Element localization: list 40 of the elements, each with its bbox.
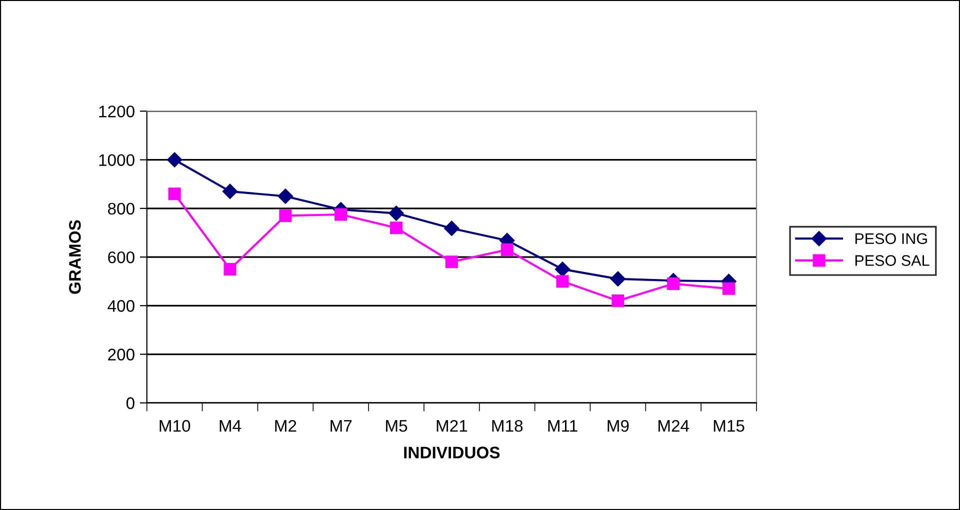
point: [610, 271, 626, 286]
point: [278, 188, 293, 204]
y-axis-title: GRAMOS: [69, 220, 81, 294]
point: [390, 222, 403, 234]
legend-label: PESO SAL: [855, 255, 930, 266]
y-tick-label: 400: [108, 300, 134, 312]
y-tick-label: 600: [108, 251, 134, 264]
point: [168, 188, 181, 200]
point: [500, 243, 514, 256]
legend-label: PESO ING: [855, 233, 927, 244]
x-tick-label: M7: [330, 420, 352, 432]
y-tick-label: 200: [108, 348, 134, 360]
point: [722, 282, 736, 295]
y-tick-label: 800: [108, 202, 134, 215]
point: [554, 262, 570, 277]
x-tick-label: M18: [492, 420, 523, 432]
point: [556, 275, 569, 288]
point: [667, 278, 680, 290]
y-tick-label: 0: [126, 397, 134, 410]
point: [445, 256, 458, 268]
point: [224, 262, 236, 276]
x-tick-label: M11: [548, 420, 578, 432]
point: [167, 152, 182, 168]
point: [444, 220, 460, 236]
x-tick-label: M5: [386, 420, 408, 432]
y-tick-label: 1200: [99, 106, 134, 118]
x-tick-label: M4: [220, 420, 242, 432]
x-axis-title: INDIVIDUOS: [404, 446, 500, 458]
y-tick-label: 1000: [99, 154, 134, 166]
point: [334, 208, 348, 221]
x-tick-label: M24: [658, 420, 690, 432]
x-tick-label: M2: [275, 420, 296, 432]
x-tick-label: M10: [160, 420, 190, 432]
point: [612, 294, 624, 308]
x-tick-label: M9: [608, 420, 629, 432]
point: [388, 206, 404, 221]
x-tick-label: M21: [436, 420, 468, 432]
point: [279, 209, 292, 222]
point: [222, 184, 238, 199]
x-tick-label: M15: [714, 420, 744, 432]
